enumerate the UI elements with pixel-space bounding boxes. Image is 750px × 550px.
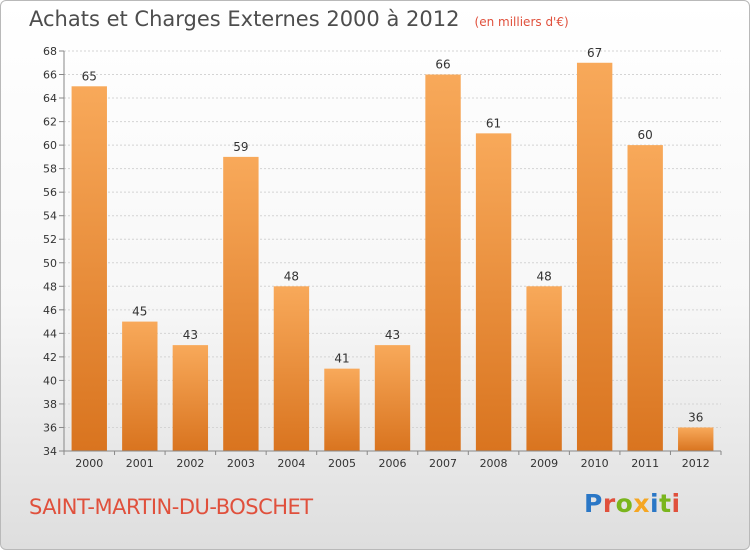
x-tick-label: 2009 bbox=[530, 457, 558, 470]
bar-2010[interactable] bbox=[576, 62, 613, 451]
bar-2002[interactable] bbox=[172, 345, 209, 451]
x-tick-label: 2001 bbox=[126, 457, 154, 470]
brand-letter: i bbox=[671, 489, 681, 518]
bar-2005[interactable] bbox=[324, 368, 360, 451]
chart-subtitle: (en milliers d'€) bbox=[474, 15, 569, 29]
brand-letter: x bbox=[633, 489, 650, 518]
x-tick-label: 2004 bbox=[277, 457, 305, 470]
y-tick-label: 56 bbox=[43, 186, 57, 199]
brand-letter: P bbox=[584, 489, 603, 518]
bar-2003[interactable] bbox=[223, 156, 259, 451]
y-tick-label: 34 bbox=[43, 445, 57, 458]
brand-logo[interactable]: Proxiti bbox=[584, 489, 681, 518]
data-label: 36 bbox=[688, 410, 703, 424]
y-tick-label: 40 bbox=[43, 374, 57, 387]
data-label: 66 bbox=[435, 58, 450, 72]
brand-letter: t bbox=[659, 489, 672, 518]
data-label: 48 bbox=[536, 269, 551, 283]
data-label: 43 bbox=[183, 328, 198, 342]
y-tick-label: 54 bbox=[43, 210, 57, 223]
data-label: 43 bbox=[385, 328, 400, 342]
y-tick-label: 64 bbox=[43, 92, 57, 105]
bar-2006[interactable] bbox=[374, 345, 411, 451]
bar-2007[interactable] bbox=[425, 74, 461, 451]
brand-letter: r bbox=[602, 489, 616, 518]
x-tick-label: 2007 bbox=[429, 457, 457, 470]
x-tick-label: 2006 bbox=[379, 457, 407, 470]
bar-2009[interactable] bbox=[526, 286, 562, 451]
brand-letter: o bbox=[615, 489, 634, 518]
data-label: 61 bbox=[486, 116, 501, 130]
chart-title: Achats et Charges Externes 2000 à 2012 bbox=[29, 7, 460, 31]
y-tick-label: 68 bbox=[43, 45, 57, 58]
y-tick-label: 46 bbox=[43, 304, 57, 317]
bar-2004[interactable] bbox=[273, 286, 310, 451]
y-tick-label: 58 bbox=[43, 163, 57, 176]
bar-2008[interactable] bbox=[475, 133, 512, 451]
bar-2001[interactable] bbox=[122, 321, 158, 451]
y-tick-label: 48 bbox=[43, 280, 57, 293]
bar-2012[interactable] bbox=[678, 427, 714, 451]
y-tick-label: 38 bbox=[43, 398, 57, 411]
x-tick-label: 2010 bbox=[581, 457, 609, 470]
y-tick-label: 60 bbox=[43, 139, 57, 152]
x-tick-label: 2008 bbox=[480, 457, 508, 470]
x-tick-label: 2012 bbox=[682, 457, 710, 470]
data-label: 65 bbox=[82, 69, 97, 83]
data-label: 48 bbox=[284, 269, 299, 283]
axes: 34 36 38 40 42 44 46 48 50 52 54 56 58 60 62 64 66 68 2000… bbox=[43, 45, 722, 470]
x-tick-label: 2005 bbox=[328, 457, 356, 470]
data-label: 60 bbox=[638, 128, 653, 142]
brand-letter: i bbox=[650, 489, 660, 518]
y-tick-label: 52 bbox=[43, 233, 57, 246]
y-tick-label: 36 bbox=[43, 421, 57, 434]
y-tick-label: 62 bbox=[43, 116, 57, 129]
x-tick-label: 2011 bbox=[631, 457, 659, 470]
y-tick-label: 66 bbox=[43, 69, 57, 82]
data-label: 45 bbox=[132, 305, 147, 319]
y-tick-label: 44 bbox=[43, 327, 57, 340]
title-row: Achats et Charges Externes 2000 à 2012 (… bbox=[29, 7, 569, 31]
y-tick-label: 50 bbox=[43, 257, 57, 270]
bar-2000[interactable] bbox=[71, 86, 107, 451]
x-tick-label: 2000 bbox=[75, 457, 103, 470]
commune-name: SAINT-MARTIN-DU-BOSCHET bbox=[29, 495, 313, 519]
data-label: 41 bbox=[334, 352, 349, 366]
y-tick-label: 42 bbox=[43, 351, 57, 364]
data-label: 59 bbox=[233, 140, 248, 154]
x-tick-label: 2003 bbox=[227, 457, 255, 470]
bars: 65 45 43 59 48 41 43 66 61 48 67 60 36 bbox=[71, 46, 714, 451]
bar-2011[interactable] bbox=[627, 145, 663, 451]
data-label: 67 bbox=[587, 46, 602, 60]
x-tick-label: 2002 bbox=[176, 457, 204, 470]
